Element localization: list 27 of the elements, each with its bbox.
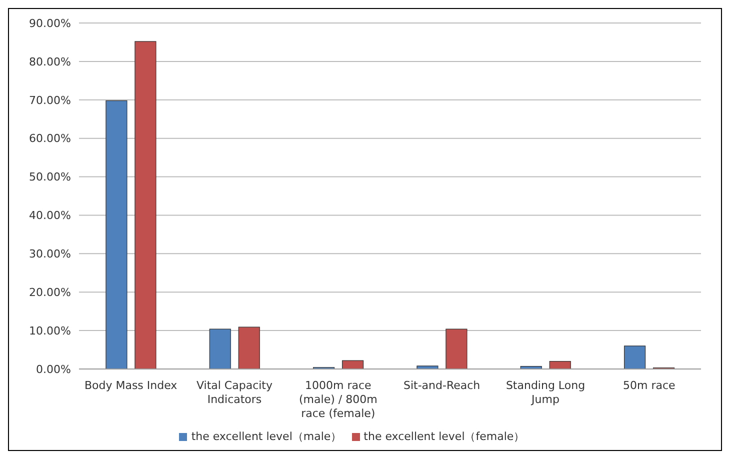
- bar: [549, 361, 571, 369]
- legend-label: the excellent level（male）: [191, 430, 342, 443]
- y-tick-label: 70.00%: [29, 94, 71, 107]
- x-tick-label: Vital Capacity Indicators: [196, 379, 273, 406]
- bar: [416, 366, 438, 369]
- bar: [106, 100, 128, 369]
- bar: [238, 326, 260, 369]
- y-tick-label: 90.00%: [29, 16, 71, 30]
- bar: [134, 41, 156, 369]
- y-tick-label: 20.00%: [29, 286, 71, 300]
- y-tick-label: 10.00%: [29, 324, 71, 338]
- bar: [624, 346, 646, 369]
- x-tick-label: Sit-and-Reach: [403, 379, 480, 392]
- y-tick-label: 80.00%: [29, 55, 71, 68]
- bar: [446, 328, 468, 369]
- y-tick-label: 40.00%: [29, 209, 71, 222]
- legend-label: the excellent level（female）: [364, 430, 525, 443]
- bar: [209, 328, 231, 369]
- x-tick-label: 1000m race (male) / 800m race (female): [299, 379, 378, 420]
- y-tick-label: 30.00%: [29, 248, 71, 261]
- y-tick-label: 60.00%: [29, 132, 71, 146]
- y-tick-label: 0.00%: [36, 362, 71, 376]
- x-tick-label: Standing Long Jump: [506, 379, 586, 406]
- x-tick-label: 50m race: [623, 379, 676, 392]
- bar: [342, 360, 364, 369]
- x-tick-label: Body Mass Index: [84, 379, 178, 392]
- y-tick-label: 50.00%: [29, 170, 71, 184]
